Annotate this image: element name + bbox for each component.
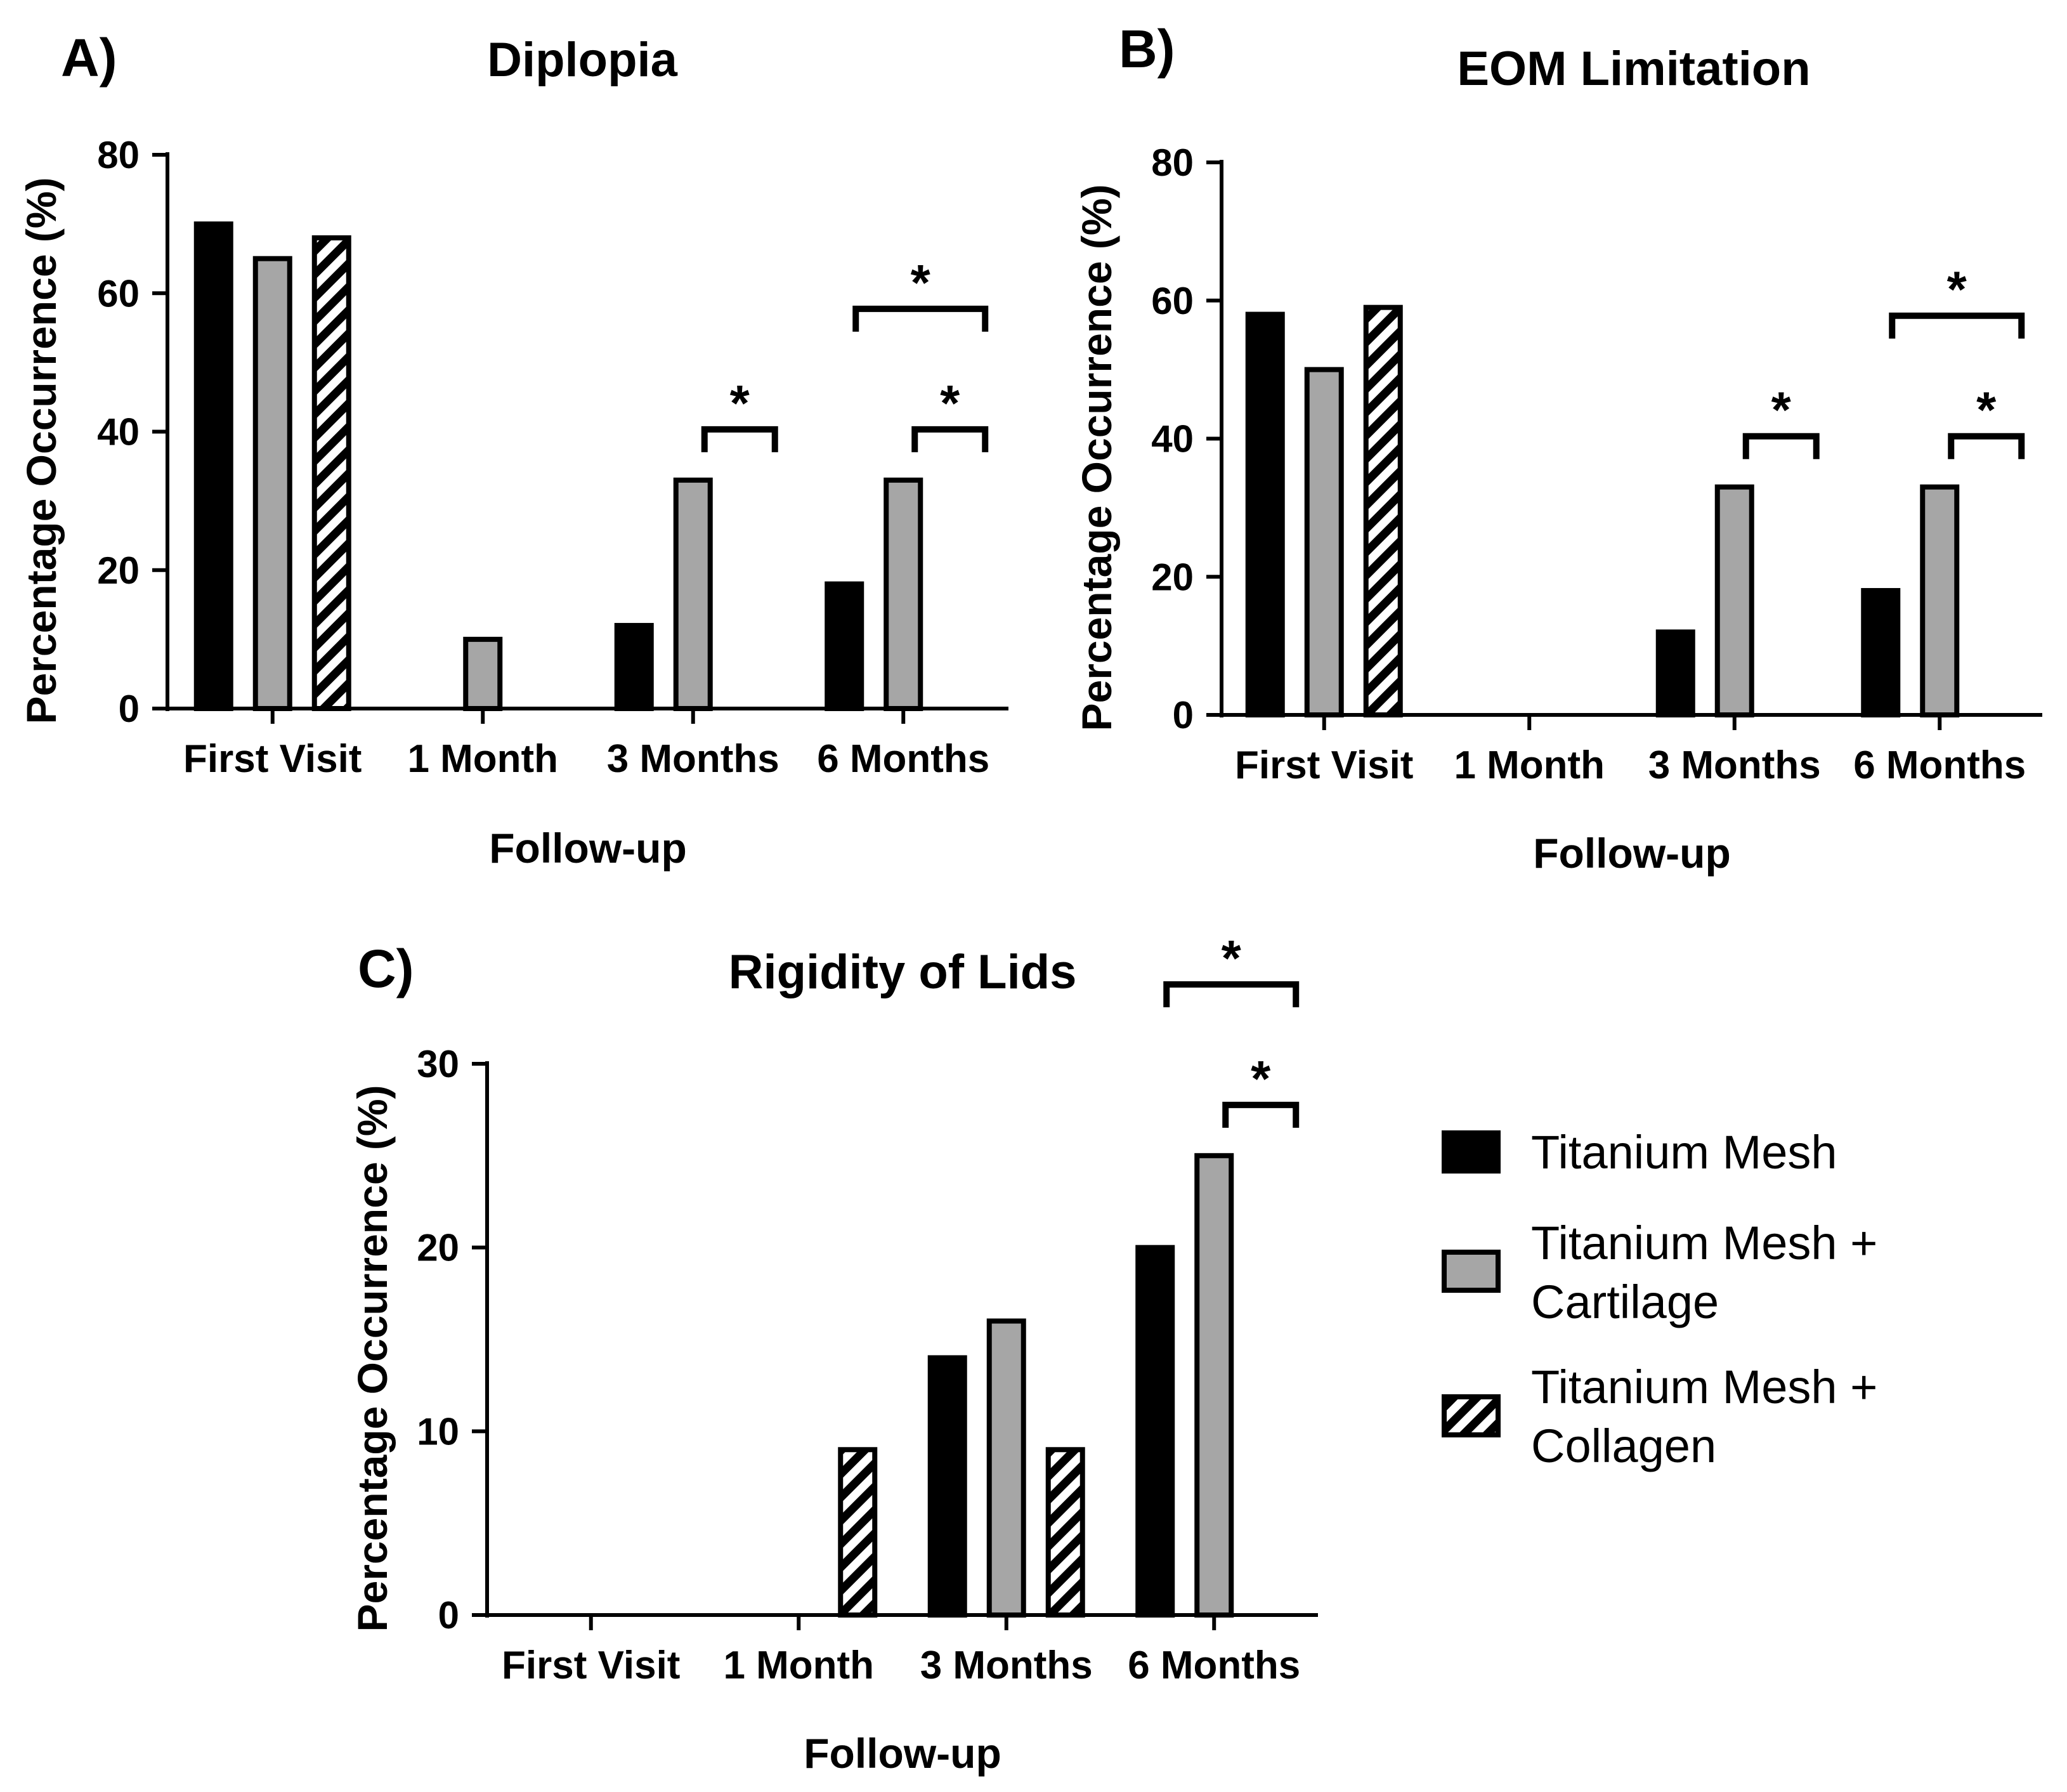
panel-a-category-label-3: 6 Months <box>817 737 989 781</box>
panel-c-bar-collagen-3 <box>1045 1447 1085 1618</box>
legend: Titanium Mesh Titanium Mesh + Cartilage … <box>1442 1126 1877 1472</box>
panel-b-bar-titanium-mesh-4 <box>1861 588 1901 718</box>
legend-label-cartilage-line1: Titanium Mesh + <box>1531 1217 1877 1269</box>
panel-b-title: EOM Limitation <box>1457 42 1810 96</box>
panel-a-bar-collagen-1 <box>311 235 351 711</box>
panel-c-category-label-2: 3 Months <box>920 1644 1093 1687</box>
panel-c-significance-star-0: * <box>1251 1050 1271 1107</box>
panel-a-chart: A) Diplopia 0 20 40 60 80 First Visit 1 Month 3 M… <box>18 28 1008 872</box>
panel-c-bar-titanium-mesh-4 <box>1135 1245 1175 1618</box>
panel-b-bar-cartilage-3 <box>1714 484 1754 718</box>
panel-c-title: Rigidity of Lids <box>729 945 1077 999</box>
panel-b-category-label-0: First Visit <box>1235 743 1413 787</box>
panel-a-bar-titanium-mesh-1 <box>193 221 233 711</box>
panel-a-significance-star-0: * <box>730 375 750 431</box>
panel-b-bar-collagen-1 <box>1363 304 1403 717</box>
panel-c-significance-bracket-0 <box>1222 1101 1300 1128</box>
panel-a-bar-cartilage-3 <box>673 477 713 711</box>
panel-b-significance-star-0: * <box>1771 382 1792 438</box>
panel-c-ytick-label-0: 0 <box>438 1594 459 1637</box>
panel-a-significance-star-2: * <box>911 254 931 311</box>
panel-c-bar-cartilage-4 <box>1194 1153 1234 1618</box>
panel-c-significance-star-1: * <box>1222 930 1242 986</box>
panel-a-x-axis-label: Follow-up <box>489 825 687 872</box>
panel-c-category-label-0: First Visit <box>502 1644 680 1687</box>
panel-a-y-axis-label: Percentage Occurrence (%) <box>18 177 65 724</box>
panel-b-chart: B) EOM Limitation 0 20 40 60 80 First Visit 1 Mo… <box>1073 19 2042 877</box>
panel-c-x-axis-label: Follow-up <box>804 1730 1001 1777</box>
panel-b-category-label-1: 1 Month <box>1454 743 1605 787</box>
legend-swatch-collagen <box>1442 1394 1501 1437</box>
panel-a-bar-cartilage-2 <box>463 636 503 711</box>
panel-c-bar-titanium-mesh-3 <box>927 1355 967 1618</box>
panel-b-significance-bracket-2 <box>1889 312 2025 339</box>
panel-b-x-axis-label: Follow-up <box>1533 830 1731 877</box>
legend-label-cartilage-line2: Cartilage <box>1531 1276 1719 1328</box>
panel-c-ytick-label-2: 20 <box>417 1227 459 1269</box>
panel-c-ytick-label-3: 30 <box>417 1043 459 1085</box>
panel-b-ytick-label-4: 80 <box>1151 141 1194 184</box>
panel-c-chart: C) Rigidity of Lids 0 10 20 30 First Visit 1 Mo… <box>349 930 1318 1777</box>
panel-a-significance-bracket-0 <box>701 426 778 452</box>
panel-c-category-label-1: 1 Month <box>723 1644 874 1687</box>
panel-a-significance-bracket-2 <box>852 305 989 332</box>
panel-b-significance-bracket-1 <box>1948 433 2025 459</box>
legend-swatch-titanium-mesh <box>1442 1130 1501 1174</box>
panel-a-category-label-1: 1 Month <box>407 737 558 781</box>
panel-a-ytick-label-0: 0 <box>119 688 140 730</box>
panel-b-letter: B) <box>1119 19 1175 79</box>
panel-c-y-axis-label: Percentage Occurrence (%) <box>349 1085 396 1632</box>
legend-swatch-cartilage <box>1442 1250 1501 1293</box>
panel-a-ytick-label-4: 80 <box>97 134 140 176</box>
panel-b-ytick-label-0: 0 <box>1173 694 1194 736</box>
panel-b-ytick-label-3: 60 <box>1151 280 1194 322</box>
panel-b-bar-cartilage-1 <box>1304 367 1344 717</box>
panel-c-ytick-label-1: 10 <box>417 1410 459 1453</box>
panel-a-category-label-0: First Visit <box>183 737 362 781</box>
panel-c-category-label-3: 6 Months <box>1128 1644 1300 1687</box>
panel-a-significance-bracket-1 <box>911 426 989 452</box>
panel-a-category-label-2: 3 Months <box>607 737 779 781</box>
panel-b-ytick-label-1: 20 <box>1151 556 1194 598</box>
panel-c-bar-cartilage-3 <box>986 1318 1026 1618</box>
legend-label-collagen-line2: Collagen <box>1531 1420 1716 1472</box>
panel-b-bar-cartilage-4 <box>1920 484 1960 718</box>
panel-a-ytick-label-1: 20 <box>97 549 140 592</box>
panel-a-bar-cartilage-4 <box>884 477 923 711</box>
panel-b-significance-star-2: * <box>1947 261 1967 318</box>
panel-b-significance-bracket-0 <box>1742 433 1820 459</box>
panel-a-letter: A) <box>61 28 117 88</box>
panel-b-y-axis-label: Percentage Occurrence (%) <box>1073 184 1120 731</box>
panel-a-bar-titanium-mesh-3 <box>614 623 654 711</box>
panel-c-letter: C) <box>358 939 414 998</box>
panel-b-category-label-3: 6 Months <box>1853 743 2026 787</box>
panel-a-title: Diplopia <box>487 33 678 87</box>
panel-a-bar-cartilage-1 <box>252 256 292 711</box>
panel-a-significance-star-1: * <box>940 375 960 431</box>
panel-a-bar-titanium-mesh-4 <box>825 581 864 712</box>
legend-label-titanium-mesh-line1: Titanium Mesh <box>1531 1126 1837 1179</box>
panel-b-bar-titanium-mesh-3 <box>1655 629 1695 717</box>
panel-b-significance-star-1: * <box>1976 382 1997 438</box>
legend-label-collagen-line1: Titanium Mesh + <box>1531 1361 1877 1413</box>
panel-a-ytick-label-3: 60 <box>97 272 140 315</box>
panel-b-bar-titanium-mesh-1 <box>1245 311 1285 717</box>
panel-c-bar-collagen-2 <box>838 1447 878 1618</box>
panel-a-ytick-label-2: 40 <box>97 411 140 454</box>
panel-c-significance-bracket-1 <box>1163 981 1300 1007</box>
panel-b-ytick-label-2: 40 <box>1151 418 1194 461</box>
panel-b-category-label-2: 3 Months <box>1648 743 1821 787</box>
